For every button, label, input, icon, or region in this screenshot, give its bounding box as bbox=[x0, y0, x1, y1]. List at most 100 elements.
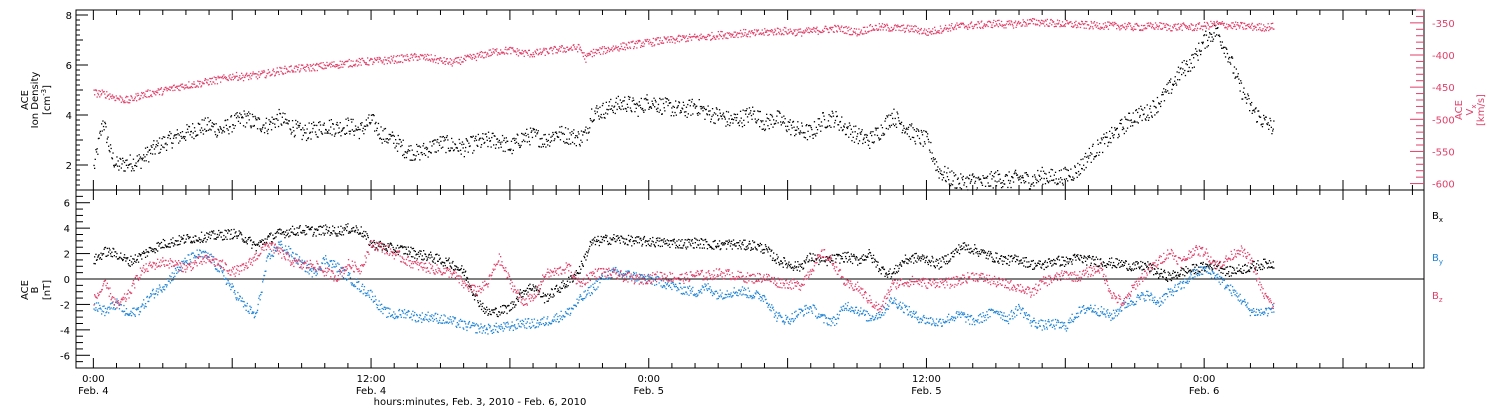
vx-point bbox=[454, 61, 456, 63]
density-point bbox=[1249, 110, 1251, 112]
bx-point bbox=[561, 281, 563, 284]
bx-point bbox=[529, 283, 531, 285]
bx-point bbox=[115, 256, 117, 258]
vx-point bbox=[240, 77, 242, 80]
bx-point bbox=[545, 295, 548, 297]
density-point bbox=[972, 173, 974, 175]
bx-point bbox=[392, 246, 394, 249]
vx-point bbox=[1177, 29, 1179, 31]
density-point bbox=[869, 147, 871, 149]
vx-point bbox=[1067, 23, 1069, 25]
vx-point bbox=[1181, 29, 1183, 31]
density-point bbox=[309, 131, 311, 133]
density-point bbox=[203, 119, 205, 121]
vx-point bbox=[1085, 27, 1087, 29]
vx-point bbox=[1084, 20, 1087, 23]
density-point bbox=[619, 107, 621, 109]
density-point bbox=[776, 115, 778, 117]
vx-point bbox=[1072, 26, 1075, 28]
vx-point bbox=[792, 32, 795, 34]
vx-point bbox=[138, 98, 140, 101]
density-point bbox=[1182, 68, 1184, 70]
vx-point bbox=[976, 27, 978, 29]
density-point bbox=[645, 99, 647, 101]
density-point bbox=[726, 121, 728, 123]
density-point bbox=[206, 124, 208, 126]
density-point bbox=[584, 131, 586, 133]
bx-point bbox=[274, 237, 276, 239]
vx-point bbox=[1139, 29, 1141, 31]
density-point bbox=[670, 115, 672, 117]
vx-point bbox=[797, 29, 799, 31]
bx-point bbox=[814, 254, 816, 256]
bx-point bbox=[334, 232, 336, 234]
vx-point bbox=[976, 23, 978, 25]
vx-point bbox=[822, 29, 824, 31]
bx-point bbox=[195, 239, 198, 241]
bx-point bbox=[690, 245, 692, 247]
density-point bbox=[304, 132, 306, 134]
vx-point bbox=[641, 42, 643, 44]
density-point bbox=[466, 140, 469, 142]
vx-point bbox=[405, 55, 407, 57]
bx-point bbox=[208, 233, 210, 236]
bx-point bbox=[409, 251, 411, 253]
bx-point bbox=[306, 226, 308, 228]
vx-point bbox=[501, 51, 503, 53]
density-point bbox=[571, 141, 574, 143]
density-point bbox=[697, 114, 699, 116]
vx-point bbox=[776, 33, 778, 35]
density-point bbox=[549, 145, 551, 147]
density-point bbox=[532, 127, 534, 130]
density-point bbox=[659, 109, 661, 111]
vx-point bbox=[210, 78, 212, 80]
density-point bbox=[794, 135, 796, 137]
vx-point bbox=[296, 66, 298, 68]
density-point bbox=[384, 127, 387, 130]
density-point bbox=[249, 113, 251, 115]
vx-point bbox=[677, 35, 679, 37]
bx-point bbox=[592, 238, 595, 240]
bx-point bbox=[148, 247, 150, 249]
bx-point bbox=[442, 261, 444, 263]
density-point bbox=[1189, 70, 1192, 72]
bx-point bbox=[654, 245, 656, 247]
density-point bbox=[396, 150, 399, 152]
bx-point bbox=[528, 284, 530, 287]
vx-point bbox=[808, 32, 810, 34]
bx-point bbox=[715, 247, 718, 249]
density-point bbox=[1112, 135, 1114, 137]
density-point bbox=[392, 134, 394, 136]
density-point bbox=[1053, 179, 1055, 181]
vx-point bbox=[556, 48, 558, 50]
density-point bbox=[1029, 188, 1031, 190]
density-point bbox=[375, 121, 377, 124]
vx-point bbox=[655, 38, 658, 40]
top-panel-data bbox=[93, 18, 1275, 191]
vx-point bbox=[395, 60, 397, 63]
bx-point bbox=[349, 231, 352, 234]
bx-point bbox=[457, 267, 459, 269]
vx-point bbox=[694, 36, 696, 38]
density-point bbox=[482, 138, 485, 140]
bx-point bbox=[112, 247, 114, 250]
density-point bbox=[1210, 33, 1213, 35]
vx-point bbox=[369, 59, 371, 61]
density-point bbox=[627, 106, 629, 108]
vx-point bbox=[171, 87, 173, 89]
bx-point bbox=[95, 253, 97, 255]
density-point bbox=[706, 114, 709, 116]
bx-point bbox=[475, 293, 477, 295]
density-point bbox=[1254, 108, 1257, 110]
density-point bbox=[1203, 34, 1205, 37]
vx-point bbox=[1173, 24, 1175, 26]
vx-point bbox=[969, 26, 971, 29]
density-point bbox=[989, 173, 991, 175]
density-point bbox=[801, 122, 803, 124]
density-point bbox=[1218, 34, 1220, 36]
density-point bbox=[500, 146, 502, 148]
density-point bbox=[791, 127, 793, 129]
bx-point bbox=[197, 239, 199, 241]
density-point bbox=[493, 135, 495, 137]
bx-point bbox=[234, 232, 236, 234]
